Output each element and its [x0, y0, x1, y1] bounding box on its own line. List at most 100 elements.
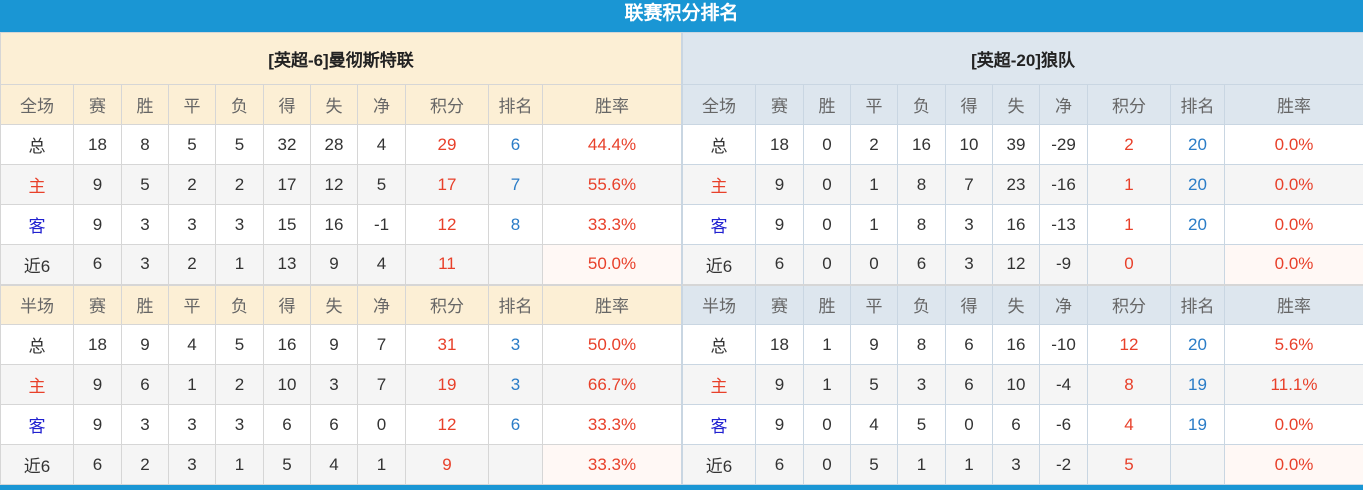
table-cell: 0 [803, 444, 851, 485]
table-cell: 12 [405, 204, 489, 245]
table-cell: 5.6% [1223, 324, 1363, 365]
table-cell: 6 [488, 124, 543, 165]
table-cell: 3 [215, 404, 264, 445]
column-header: 净 [357, 84, 406, 125]
column-header: 失 [310, 84, 358, 125]
table-cell: 6 [755, 244, 804, 285]
table-cell: 3 [897, 364, 946, 405]
table-cell: 20 [1170, 324, 1225, 365]
table-cell: 1 [803, 324, 851, 365]
column-header: 胜 [121, 84, 169, 125]
table-cell: 6 [263, 404, 311, 445]
table-cell: 0 [803, 244, 851, 285]
table-cell: -16 [1039, 164, 1088, 205]
table-cell: 29 [405, 124, 489, 165]
table-cell: 19 [405, 364, 489, 405]
table-cell: 3 [168, 204, 216, 245]
table-cell: 3 [992, 444, 1040, 485]
table-cell: 5 [215, 324, 264, 365]
table-cell: 9 [755, 404, 804, 445]
table-cell: 近6 [682, 244, 756, 285]
table-cell: 8 [121, 124, 169, 165]
table-cell: 16 [992, 324, 1040, 365]
column-header: 胜率 [1223, 283, 1363, 325]
table-cell: 18 [755, 124, 804, 165]
table-cell [488, 244, 543, 285]
table-cell: 18 [73, 124, 122, 165]
table-cell: 6 [945, 364, 993, 405]
table-cell: 9 [121, 324, 169, 365]
column-header: 积分 [405, 84, 489, 125]
table-row: 总 18 8 5 5 32 28 4 29 6 44.4% [0, 124, 683, 165]
column-header: 净 [1039, 84, 1088, 125]
table-row: 客 9 3 3 3 15 16 -1 12 8 33.3% [0, 204, 683, 245]
table-cell: 5 [850, 364, 898, 405]
table-cell: 5 [215, 124, 264, 165]
table-cell [1170, 244, 1225, 285]
table-cell: 33.3% [541, 444, 683, 485]
table-cell: 28 [310, 124, 358, 165]
table-cell: 7 [488, 164, 543, 205]
table-cell: 7 [357, 324, 406, 365]
table-cell: 9 [73, 164, 122, 205]
column-header: 赛 [755, 84, 804, 125]
table-cell: 16 [897, 124, 946, 165]
table-cell: 9 [405, 444, 489, 485]
column-header: 得 [263, 283, 311, 325]
table-cell: 1 [215, 244, 264, 285]
column-header: 赛 [73, 283, 122, 325]
table-row: 客 9 0 4 5 0 6 -6 4 19 0.0% [682, 404, 1363, 445]
table-cell: 20 [1170, 204, 1225, 245]
table-cell: 1 [1087, 204, 1171, 245]
away-team-panel: [英超-20]狼队 全场赛胜平负得失净积分 排名 胜率总 18 0 2 16 10 39 -29 2 2… [681, 32, 1363, 485]
column-header: 半场 [0, 283, 74, 325]
table-row: 主 9 1 5 3 6 10 -4 8 19 11.1% [682, 364, 1363, 405]
table-cell: 5 [263, 444, 311, 485]
table-cell: 3 [945, 244, 993, 285]
table-row: 主 9 6 1 2 10 3 7 19 3 66.7% [0, 364, 683, 405]
table-cell: 9 [755, 204, 804, 245]
table-cell: 16 [310, 204, 358, 245]
table-cell: 0 [850, 244, 898, 285]
table-cell: 3 [121, 404, 169, 445]
table-cell: 0 [803, 404, 851, 445]
table-cell: -6 [1039, 404, 1088, 445]
table-cell: 3 [168, 404, 216, 445]
table-cell: 5 [121, 164, 169, 205]
table-cell: 2 [168, 164, 216, 205]
table-cell: 2 [168, 244, 216, 285]
table-row: 主 9 5 2 2 17 12 5 17 7 55.6% [0, 164, 683, 205]
table-cell: 0.0% [1223, 204, 1363, 245]
column-header: 排名 [1170, 84, 1225, 125]
table-cell: 12 [1087, 324, 1171, 365]
table-cell: 19 [1170, 364, 1225, 405]
table-cell: 39 [992, 124, 1040, 165]
table-row: 客 9 0 1 8 3 16 -13 1 20 0.0% [682, 204, 1363, 245]
column-header: 赛 [73, 84, 122, 125]
table-cell: 3 [310, 364, 358, 405]
full-header-row: 全场赛胜平负得失净积分 排名 胜率 [0, 84, 683, 125]
table-cell: 5 [897, 404, 946, 445]
standings: [英超-6]曼彻斯特联 全场赛胜平负得失净积分 排名 胜率总 18 8 5 5 32 28 4 29 6… [0, 32, 1363, 485]
table-cell: -29 [1039, 124, 1088, 165]
table-cell: 9 [755, 364, 804, 405]
table-cell: -13 [1039, 204, 1088, 245]
table-row: 总 18 1 9 8 6 16 -10 12 20 5.6% [682, 324, 1363, 365]
full-header-row: 全场赛胜平负得失净积分 排名 胜率 [682, 84, 1363, 125]
table-cell: 20 [1170, 124, 1225, 165]
table-cell: 9 [73, 404, 122, 445]
table-cell: 6 [73, 444, 122, 485]
table-cell: 0 [357, 404, 406, 445]
table-cell: 0.0% [1223, 244, 1363, 285]
home-team-panel: [英超-6]曼彻斯特联 全场赛胜平负得失净积分 排名 胜率总 18 8 5 5 32 28 4 29 6… [0, 32, 683, 485]
table-cell: 0.0% [1223, 124, 1363, 165]
column-header: 净 [1039, 283, 1088, 325]
column-header: 半场 [682, 283, 756, 325]
table-cell: 0 [803, 124, 851, 165]
table-cell: 33.3% [541, 204, 683, 245]
table-cell: 1 [168, 364, 216, 405]
table-cell: 20 [1170, 164, 1225, 205]
table-cell: 9 [310, 244, 358, 285]
table-row: 近6 6 0 0 6 3 12 -9 0 0.0% [682, 244, 1363, 285]
table-cell: 8 [1087, 364, 1171, 405]
